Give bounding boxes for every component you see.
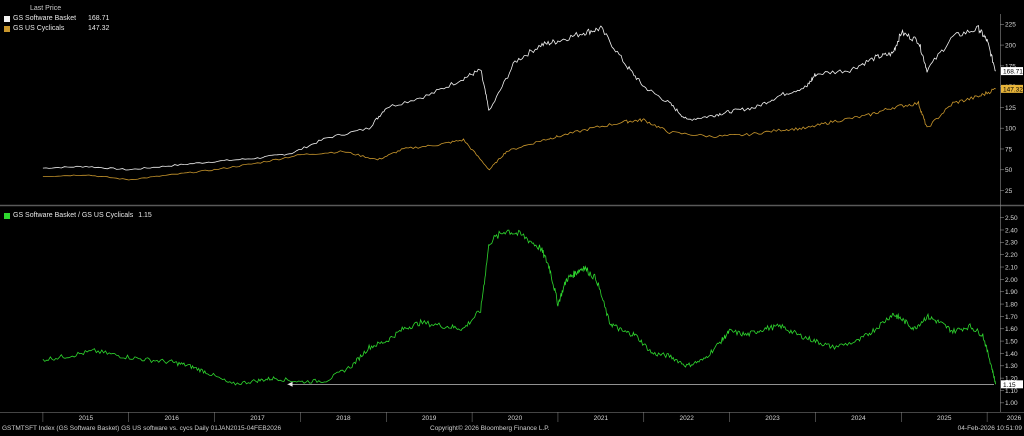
y-tick-label: 75 — [1005, 146, 1013, 153]
footer-timestamp: 04-Feb-2026 10:51:09 — [957, 425, 1022, 432]
x-tick-label: 2026 — [1007, 415, 1022, 422]
last-value-label: 147.32 — [1003, 86, 1023, 93]
y-tick-label: 2.00 — [1005, 277, 1018, 284]
y-tick-label: 1.70 — [1005, 314, 1018, 321]
legend-item-value: 1.15 — [138, 212, 152, 219]
y-tick-label: 200 — [1005, 42, 1016, 49]
y-tick-label: 225 — [1005, 22, 1016, 29]
y-tick-label: 1.60 — [1005, 326, 1018, 333]
y-tick-label: 2.40 — [1005, 227, 1018, 234]
y-tick-label: 2.30 — [1005, 240, 1018, 247]
x-axis: 2015 2016 2017 2018 2019 2020 2021 2022 2023 2024… — [42, 412, 1022, 422]
y-tick-label: 100 — [1005, 126, 1016, 133]
legend-item-ratio[interactable]: GS Software Basket / GS US Cyclicals 1.1… — [4, 211, 152, 221]
x-tick-label: 2016 — [164, 415, 179, 422]
legend-header: Last Price — [30, 5, 62, 12]
series-line-software — [42, 25, 996, 171]
y-tick-label: 25 — [1005, 188, 1013, 195]
bottom-panel: 1.00 1.10 1.20 1.30 1.40 1.50 1.60 1.70 1.80 1.90… — [42, 215, 1023, 407]
legend-item-label: GS Software Basket — [13, 15, 77, 22]
y-tick-label: 1.90 — [1005, 289, 1018, 296]
chart-dividers — [0, 14, 1024, 413]
legend-item-label: GS Software Basket / GS US Cyclicals — [13, 212, 134, 219]
last-value-tag — [1001, 84, 1023, 93]
x-tick-label: 2021 — [594, 415, 609, 422]
y-tick-label: 2.50 — [1005, 215, 1018, 222]
y-tick-label: 125 — [1005, 105, 1016, 112]
x-tick-label: 2024 — [851, 415, 866, 422]
y-tick-label: 1.50 — [1005, 338, 1018, 345]
arrow-head-icon — [287, 381, 293, 387]
y-tick-label: 1.80 — [1005, 301, 1018, 308]
y-tick-label: 1.10 — [1005, 388, 1018, 395]
legend-item-value: 168.71 — [88, 15, 110, 22]
y-tick-label: 2.10 — [1005, 264, 1018, 271]
last-value-tag — [1001, 67, 1023, 76]
bottom-legend: GS Software Basket / GS US Cyclicals 1.1… — [4, 211, 152, 221]
legend-item-software[interactable]: GS Software Basket 168.71 — [4, 14, 109, 24]
y-tick-label: 175 — [1005, 63, 1016, 70]
y-tick-label: 1.40 — [1005, 351, 1018, 358]
legend-item-label: GS US Cyclicals — [13, 25, 65, 32]
ratio-swatch-icon — [4, 213, 10, 219]
y-tick-label: 50 — [1005, 167, 1013, 174]
footer-description: GSTMTSFT Index (GS Software Basket) GS U… — [2, 425, 282, 432]
footer-copyright: Copyright© 2026 Bloomberg Finance L.P. — [430, 425, 550, 432]
cyclicals-swatch-icon — [4, 26, 10, 32]
y-tick-label: 1.00 — [1005, 400, 1018, 407]
x-tick-label: 2023 — [765, 415, 780, 422]
last-value-label: 1.15 — [1003, 382, 1016, 389]
last-value-label: 168.71 — [1003, 69, 1023, 76]
top-legend: Last Price GS Software Basket 168.71 GS … — [4, 4, 109, 34]
x-tick-label: 2017 — [250, 415, 265, 422]
x-tick-label: 2025 — [937, 415, 952, 422]
y-tick-label: 1.20 — [1005, 376, 1018, 383]
y-tick-label: 2.20 — [1005, 252, 1018, 259]
y-tick-label: 1.30 — [1005, 363, 1018, 370]
legend-item-value: 147.32 — [88, 25, 110, 32]
series-line-ratio — [42, 229, 997, 386]
legend-item-cyclicals[interactable]: GS US Cyclicals 147.32 — [4, 24, 109, 34]
x-tick-label: 2022 — [679, 415, 694, 422]
x-tick-label: 2020 — [508, 415, 523, 422]
last-value-tag — [1001, 380, 1023, 389]
series-line-cyclicals — [42, 88, 996, 181]
x-tick-label: 2015 — [79, 415, 94, 422]
x-tick-label: 2019 — [422, 415, 437, 422]
x-tick-label: 2018 — [336, 415, 351, 422]
software-swatch-icon — [4, 16, 10, 22]
